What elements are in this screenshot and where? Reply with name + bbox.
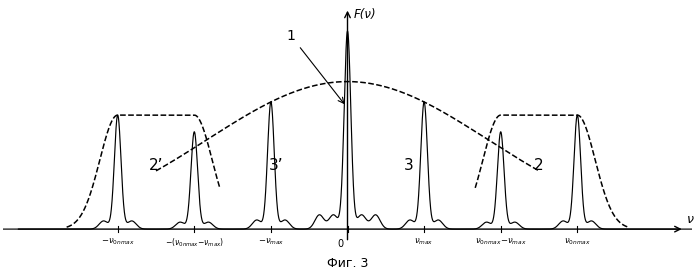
Text: ν: ν [687,213,694,226]
Text: 2: 2 [534,158,544,173]
Text: $0$: $0$ [337,237,345,249]
Text: 3: 3 [404,158,414,173]
Text: 1: 1 [287,29,343,103]
Text: $\nu_{0nmax}{-}\nu_{max}$: $\nu_{0nmax}{-}\nu_{max}$ [475,237,526,247]
Text: $\nu_{0nmax}$: $\nu_{0nmax}$ [564,237,591,247]
Text: 3’: 3’ [269,158,283,173]
Text: F(ν): F(ν) [354,8,376,21]
Text: $-\nu_{max}$: $-\nu_{max}$ [258,237,284,247]
Text: $-(\nu_{0nmax}{-}\nu_{max})$: $-(\nu_{0nmax}{-}\nu_{max})$ [165,237,224,249]
Text: Фиг. 3: Фиг. 3 [327,257,368,270]
Text: $\nu_{max}$: $\nu_{max}$ [415,237,434,247]
Text: 2’: 2’ [149,158,163,173]
Text: $-\nu_{0nmax}$: $-\nu_{0nmax}$ [101,237,135,247]
